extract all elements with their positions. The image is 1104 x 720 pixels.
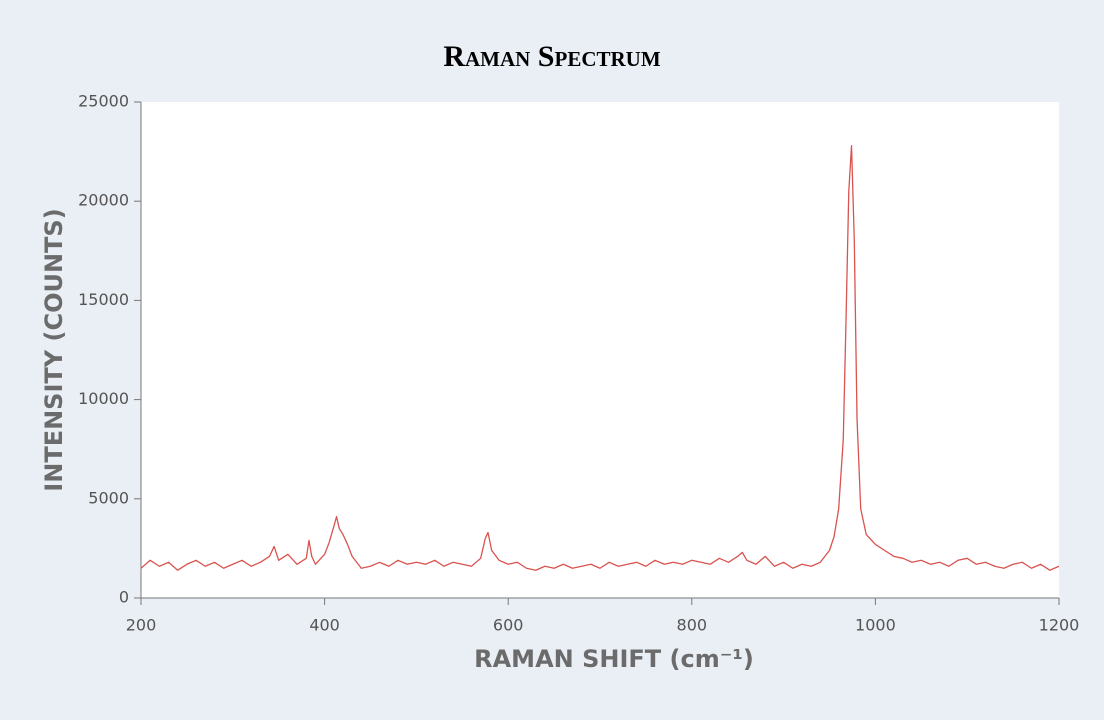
y-tick-label: 5000: [88, 488, 129, 507]
chart-title: Raman Spectrum: [443, 40, 661, 73]
x-axis-label: RAMAN SHIFT (cm⁻¹): [474, 645, 754, 673]
x-tick-label: 1000: [855, 616, 896, 635]
spectrum-line: [140, 145, 1060, 571]
y-tick-label: 0: [119, 588, 129, 607]
x-tick-label: 400: [309, 616, 340, 635]
x-tick-label: 600: [493, 616, 524, 635]
x-tick-label: 200: [126, 616, 157, 635]
x-tick-label: 800: [677, 616, 708, 635]
y-tick-label: 25000: [78, 92, 129, 111]
plot-area: [141, 102, 1059, 598]
y-tick-label: 10000: [78, 389, 129, 408]
y-tick-label: 15000: [78, 290, 129, 309]
y-axis-label: INTENSITY (COUNTS): [40, 208, 68, 491]
x-tick-label: 1200: [1039, 616, 1080, 635]
y-tick-label: 20000: [78, 191, 129, 210]
